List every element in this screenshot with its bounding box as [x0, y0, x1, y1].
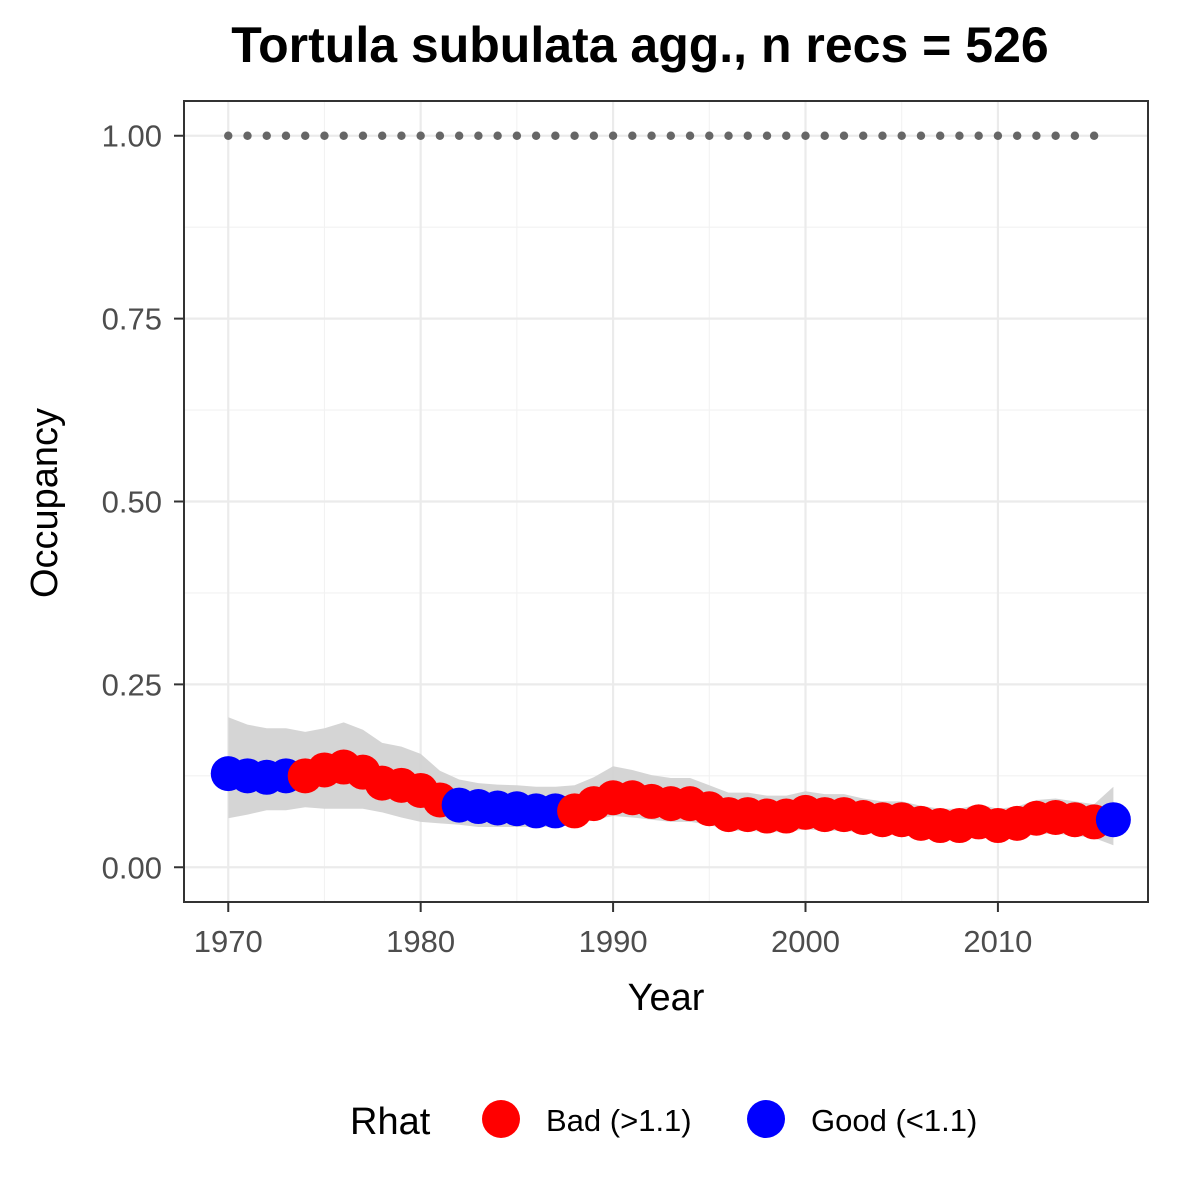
reference-point — [1032, 131, 1041, 140]
x-tick-label: 2010 — [963, 924, 1032, 959]
chart-title: Tortula subulata agg., n recs = 526 — [231, 17, 1048, 73]
reference-point — [685, 131, 695, 140]
x-axis-title: Year — [628, 977, 705, 1019]
reference-point — [589, 131, 599, 140]
legend-key-bad — [482, 1100, 520, 1138]
legend-title: Rhat — [350, 1101, 431, 1143]
reference-point — [339, 131, 348, 140]
reference-point — [782, 131, 791, 140]
reference-point — [493, 131, 502, 140]
y-axis-title: Occupancy — [24, 408, 66, 598]
x-tick-label: 2000 — [771, 924, 840, 959]
reference-point — [358, 131, 368, 140]
reference-point — [743, 131, 752, 140]
reference-point — [993, 131, 1003, 140]
reference-point — [243, 131, 252, 140]
x-tick-label: 1990 — [579, 924, 648, 959]
reference-point — [647, 131, 656, 140]
y-tick-label: 0.00 — [102, 850, 162, 885]
reference-point — [570, 131, 579, 140]
reference-point — [955, 131, 964, 140]
legend-label-good: Good (<1.1) — [811, 1103, 977, 1138]
reference-point — [820, 131, 829, 140]
reference-point — [224, 131, 233, 140]
x-tick-label: 1970 — [194, 924, 263, 959]
reference-point — [435, 131, 445, 140]
reference-point — [839, 131, 849, 140]
reference-points — [224, 131, 1099, 140]
reference-point — [724, 131, 733, 140]
y-tick-label: 0.50 — [102, 485, 162, 520]
reference-point — [762, 131, 772, 140]
reference-point — [1089, 131, 1099, 140]
reference-point — [628, 131, 637, 140]
y-axis-ticks: 0.00 0.25 0.50 0.75 1.00 — [102, 119, 184, 885]
reference-point — [878, 131, 887, 140]
reference-point — [1012, 131, 1022, 140]
reference-point — [531, 131, 541, 140]
reference-point — [1070, 131, 1080, 140]
reference-point — [705, 131, 714, 140]
reference-point — [666, 131, 676, 140]
reference-point — [897, 131, 906, 140]
x-axis-ticks: 1970 1980 1990 2000 2010 — [194, 902, 1032, 959]
reference-point — [608, 131, 618, 140]
y-tick-label: 0.25 — [102, 667, 162, 702]
occupancy-point — [1095, 802, 1131, 838]
legend-key-good — [747, 1100, 785, 1138]
x-tick-label: 1980 — [386, 924, 455, 959]
reference-point — [320, 131, 329, 140]
legend-label-bad: Bad (>1.1) — [546, 1103, 692, 1138]
reference-point — [281, 131, 291, 140]
reference-point — [454, 131, 464, 140]
y-tick-label: 0.75 — [102, 302, 162, 337]
reference-point — [377, 131, 387, 140]
y-tick-label: 1.00 — [102, 119, 162, 154]
reference-point — [859, 131, 868, 140]
plot-panel — [183, 100, 1149, 903]
reference-point — [262, 131, 271, 140]
reference-point — [801, 131, 810, 140]
reference-point — [935, 131, 945, 140]
reference-point — [916, 131, 926, 140]
reference-point — [301, 131, 310, 140]
reference-point — [474, 131, 483, 140]
reference-point — [974, 131, 983, 140]
legend: Rhat Bad (>1.1) Good (<1.1) — [350, 1100, 977, 1143]
occupancy-points — [210, 749, 1131, 844]
reference-point — [551, 131, 560, 140]
reference-point — [397, 131, 406, 140]
reference-point — [1051, 131, 1060, 140]
reference-point — [416, 131, 425, 140]
reference-point — [512, 131, 522, 140]
